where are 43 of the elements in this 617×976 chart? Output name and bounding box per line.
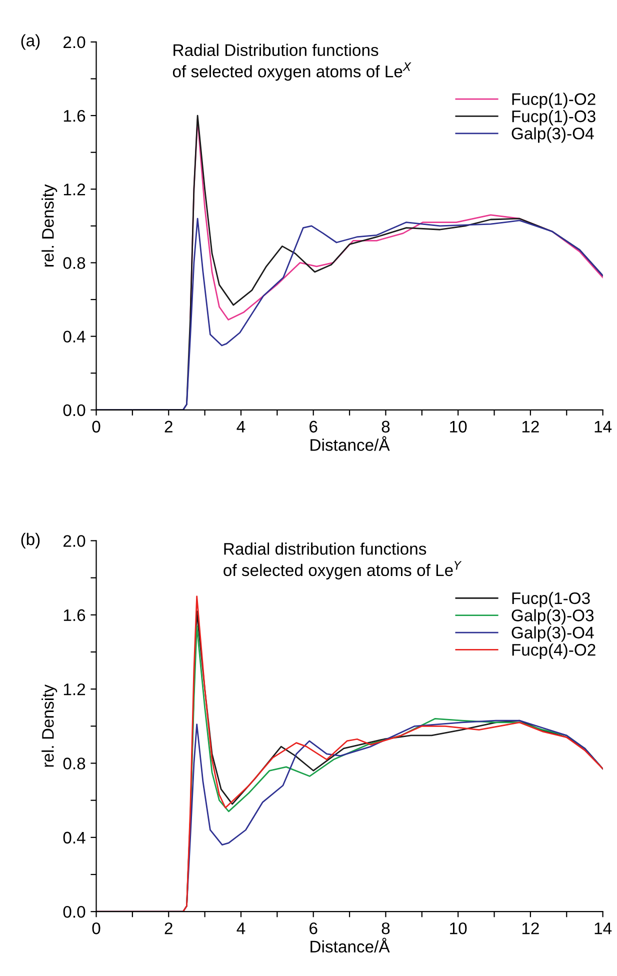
x-axis-title: Distance/Å	[310, 436, 390, 451]
legend-label: Galp(3)-O3	[512, 609, 594, 625]
y-axis-title: rel. Density	[42, 684, 58, 767]
legend-label: Fucp(4)-O2	[512, 643, 596, 660]
legend-label: Fucp(1)-O3	[512, 110, 596, 126]
text: (a)	[21, 34, 40, 50]
legend-label: Galp(3)-O4	[512, 626, 594, 642]
x-tick-label: 4	[236, 922, 246, 934]
text: (b)	[21, 532, 40, 548]
x-tick-label: 4	[236, 420, 246, 432]
x-tick-label: 10	[450, 922, 467, 934]
y-tick-label: 1.6	[64, 609, 86, 622]
x-tick-label: 14	[594, 420, 612, 432]
text: Radial distribution functions of selected oxygen atoms of Le$^{Y}$	[224, 542, 462, 580]
y-tick-label: 0.0	[63, 404, 86, 416]
y-tick-label: 1.2	[64, 184, 85, 196]
text: Radial Distribution functions of selected oxygen atoms of Le$^{X}$	[172, 44, 412, 81]
y-tick-label: 0.4	[63, 330, 86, 343]
x-tick-label: 0	[92, 922, 100, 934]
x-axis-title: Distance/Å	[310, 938, 390, 953]
x-tick-label: 0	[92, 420, 100, 433]
y-tick-label: 0.4	[63, 832, 86, 844]
x-tick-label: 14	[594, 922, 612, 934]
y-tick-label: 2.0	[64, 36, 86, 48]
legend-label: Fucp(1-O3	[512, 592, 590, 608]
y-tick-label: 2.0	[64, 535, 86, 547]
x-tick-label: 2	[164, 420, 172, 432]
x-tick-label: 6	[310, 420, 318, 433]
legend-label: Fucp(1)-O2	[512, 92, 596, 108]
y-axis-title: rel. Density	[42, 184, 58, 267]
y-tick-label: 0.0	[63, 906, 86, 918]
y-tick-label: 0.8	[63, 758, 86, 770]
x-tick-label: 6	[310, 922, 318, 934]
legend-label: Galp(3)-O4	[512, 127, 594, 143]
x-tick-label: 8	[382, 420, 390, 433]
y-tick-label: 1.2	[64, 683, 85, 696]
y-tick-label: 1.6	[64, 110, 86, 122]
x-tick-label: 2	[164, 922, 172, 934]
y-tick-label: 0.8	[63, 257, 86, 269]
x-tick-label: 12	[522, 420, 539, 432]
x-tick-label: 10	[450, 420, 467, 433]
x-tick-label: 8	[382, 922, 390, 934]
x-tick-label: 12	[522, 922, 539, 934]
